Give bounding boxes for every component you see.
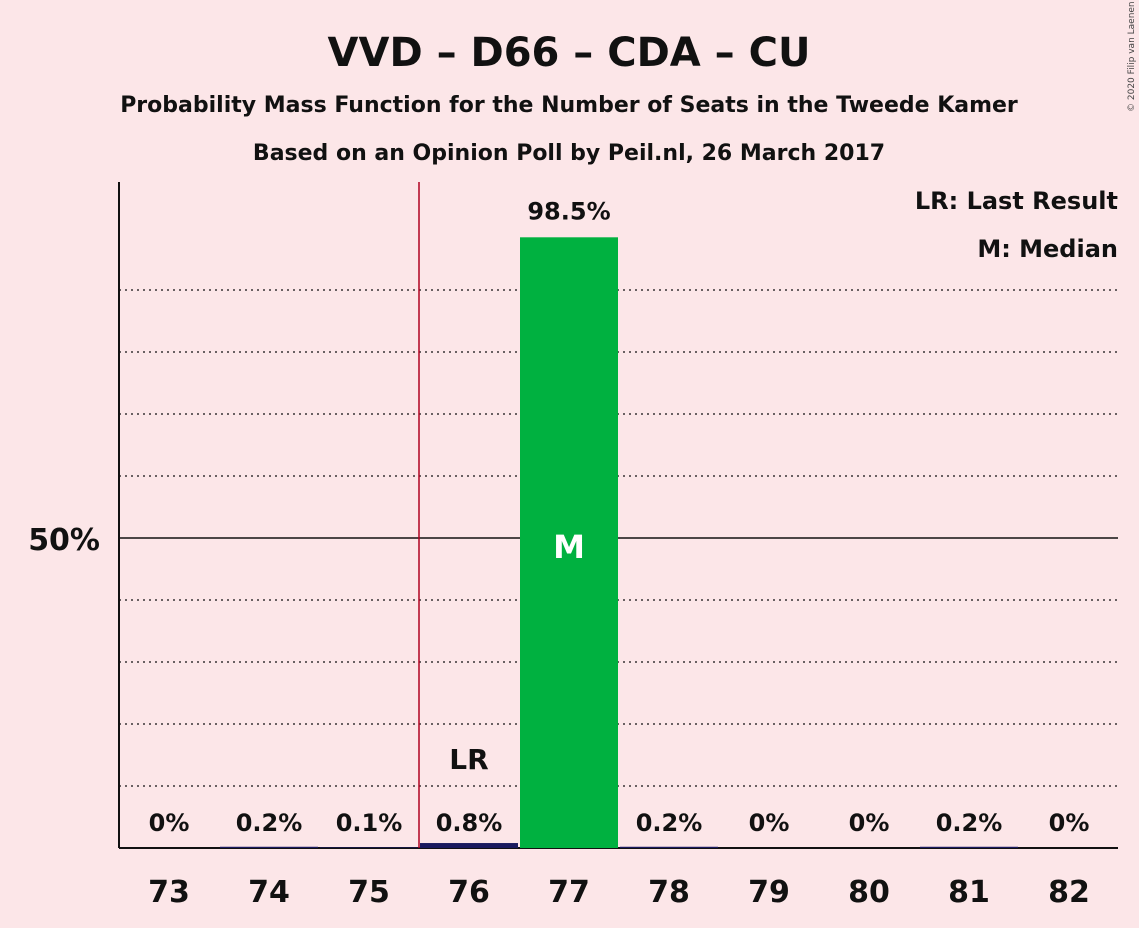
- value-label-81: 0.2%: [936, 809, 1003, 837]
- value-label-75: 0.1%: [336, 809, 403, 837]
- x-tick-label-77: 77: [548, 875, 590, 910]
- x-tick-label-76: 76: [448, 875, 490, 910]
- x-tick-label-79: 79: [748, 875, 790, 910]
- bar-75: [320, 847, 418, 848]
- x-tick-label-80: 80: [848, 875, 890, 910]
- value-label-73: 0%: [149, 809, 190, 837]
- x-tick-label-81: 81: [948, 875, 990, 910]
- bars-layer: [220, 237, 1018, 849]
- x-tick-label-75: 75: [348, 875, 390, 910]
- copyright-text: © 2020 Filip van Laenen: [1127, 1, 1137, 112]
- bar-81: [920, 846, 1018, 848]
- value-label-77: 98.5%: [527, 197, 610, 225]
- bar-76: [420, 843, 518, 848]
- x-tick-label-78: 78: [648, 875, 690, 910]
- x-tick-label-82: 82: [1048, 875, 1090, 910]
- value-label-76: 0.8%: [436, 809, 503, 837]
- value-label-74: 0.2%: [236, 809, 303, 837]
- value-label-82: 0%: [1049, 809, 1090, 837]
- bar-77: [520, 237, 618, 849]
- grid-layer: [118, 182, 1118, 849]
- bar-78: [620, 846, 718, 848]
- legend-last-result: LR: Last Result: [915, 187, 1118, 215]
- x-tick-label-73: 73: [148, 875, 190, 910]
- x-tick-label-74: 74: [248, 875, 290, 910]
- bar-74: [220, 846, 318, 848]
- value-label-78: 0.2%: [636, 809, 703, 837]
- y-tick-label-50: 50%: [28, 523, 100, 558]
- last-result-marker: LR: [449, 743, 488, 776]
- median-marker: M: [553, 528, 585, 566]
- chart-subtitle: Probability Mass Function for the Number…: [120, 93, 1018, 118]
- labels-layer: 73 0% 74 0.2% 75 0.1% 76 0.8% LR 77 98.5% M 78 0.2% 79…: [148, 197, 1090, 910]
- value-label-80: 0%: [849, 809, 890, 837]
- chart-subtitle-2: Based on an Opinion Poll by Peil.nl, 26 …: [253, 141, 885, 166]
- value-label-79: 0%: [749, 809, 790, 837]
- chart-title: VVD – D66 – CDA – CU: [328, 30, 811, 76]
- legend-median: M: Median: [977, 235, 1118, 263]
